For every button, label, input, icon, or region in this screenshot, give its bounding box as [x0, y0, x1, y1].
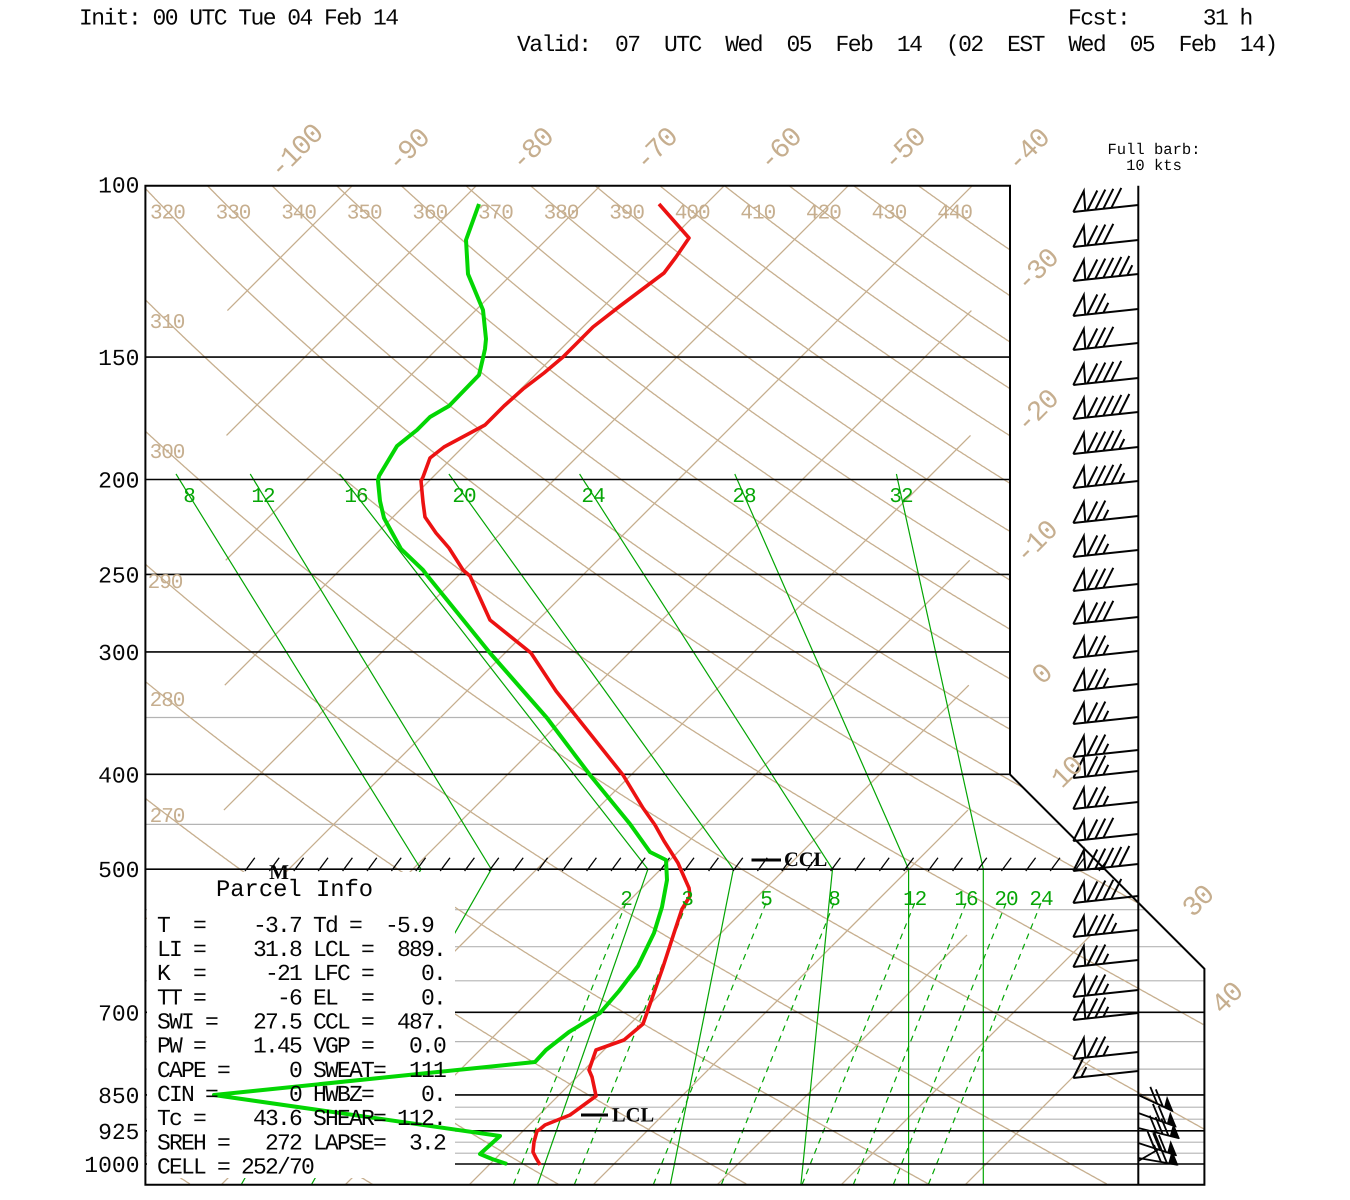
svg-text:M: M: [269, 860, 289, 884]
svg-text:150: 150: [98, 346, 139, 372]
svg-text:370: 370: [478, 203, 513, 226]
svg-text:850: 850: [98, 1084, 139, 1110]
svg-text:20: 20: [452, 486, 476, 509]
svg-text:-50: -50: [878, 123, 934, 179]
svg-text:CELL = 252/70: CELL = 252/70: [157, 1154, 314, 1180]
svg-text:-30: -30: [1011, 244, 1067, 300]
svg-text:8: 8: [183, 486, 195, 509]
svg-text:350: 350: [347, 203, 382, 226]
svg-text:310: 310: [150, 312, 185, 335]
svg-text:Parcel Info: Parcel Info: [216, 877, 373, 904]
svg-text:-40: -40: [1002, 124, 1058, 180]
svg-text:400: 400: [98, 763, 139, 789]
svg-text:280: 280: [150, 690, 185, 713]
svg-text:8: 8: [828, 889, 840, 912]
svg-text:SWI = 27.5 CCL = 487.: SWI = 27.5 CCL = 487.: [157, 1010, 445, 1036]
svg-text:LI = 31.8 LCL = 889.: LI = 31.8 LCL = 889.: [157, 937, 445, 963]
svg-text:410: 410: [740, 203, 775, 226]
svg-text:Fcst: 31 h: Fcst: 31 h: [1068, 6, 1252, 32]
svg-text:300: 300: [98, 641, 139, 667]
svg-text:420: 420: [806, 203, 841, 226]
svg-text:-10: -10: [1010, 516, 1066, 572]
svg-text:40: 40: [1206, 977, 1250, 1021]
svg-text:24: 24: [1029, 889, 1053, 912]
svg-text:340: 340: [281, 203, 316, 226]
svg-text:20: 20: [994, 889, 1018, 912]
svg-text:500: 500: [98, 858, 139, 884]
svg-text:700: 700: [98, 1001, 139, 1027]
svg-text:440: 440: [937, 203, 972, 226]
svg-text:3: 3: [681, 889, 693, 912]
svg-text:PW = 1.45 VGP = 0.0: PW = 1.45 VGP = 0.0: [157, 1034, 446, 1060]
svg-text:320: 320: [150, 203, 185, 226]
svg-text:-60: -60: [754, 123, 810, 179]
svg-text:5: 5: [760, 889, 772, 912]
svg-text:200: 200: [98, 469, 139, 495]
svg-text:16: 16: [954, 889, 978, 912]
svg-text:10 kts: 10 kts: [1126, 157, 1182, 175]
svg-text:30: 30: [1177, 880, 1221, 924]
svg-text:430: 430: [872, 203, 907, 226]
svg-text:290: 290: [148, 572, 183, 595]
svg-text:SREH = 272 LAPSE= 3.2: SREH = 272 LAPSE= 3.2: [157, 1130, 446, 1156]
svg-text:16: 16: [344, 486, 368, 509]
svg-text:360: 360: [412, 203, 447, 226]
svg-text:0: 0: [1027, 659, 1060, 692]
svg-text:CAPE = 0 SWEAT= 111: CAPE = 0 SWEAT= 111: [157, 1058, 446, 1084]
svg-text:Init: 00 UTC Tue 04 Feb 14: Init: 00 UTC Tue 04 Feb 14: [79, 6, 398, 32]
svg-text:1000: 1000: [84, 1153, 139, 1179]
svg-text:Full barb:: Full barb:: [1107, 141, 1200, 159]
svg-text:270: 270: [150, 806, 185, 829]
svg-text:390: 390: [609, 203, 644, 226]
svg-text:100: 100: [98, 174, 139, 200]
svg-text:330: 330: [216, 203, 251, 226]
svg-text:CIN = 0 HWBZ= 0.: CIN = 0 HWBZ= 0.: [157, 1082, 445, 1108]
svg-text:-20: -20: [1011, 385, 1067, 441]
svg-text:12: 12: [251, 486, 275, 509]
svg-text:12: 12: [903, 889, 927, 912]
svg-text:-100: -100: [264, 119, 331, 186]
svg-text:TT = -6 EL = 0.: TT = -6 EL = 0.: [157, 985, 445, 1011]
svg-text:400: 400: [675, 203, 710, 226]
svg-text:LCL: LCL: [612, 1105, 654, 1127]
svg-text:925: 925: [98, 1120, 139, 1146]
svg-text:T = -3.7 Td = -5.9: T = -3.7 Td = -5.9: [157, 913, 434, 939]
svg-text:CCL: CCL: [784, 849, 827, 871]
svg-text:250: 250: [98, 563, 139, 589]
svg-text:380: 380: [544, 203, 579, 226]
svg-text:-70: -70: [630, 123, 686, 179]
svg-text:-90: -90: [382, 124, 438, 180]
svg-text:-80: -80: [506, 123, 562, 179]
svg-text:300: 300: [150, 442, 185, 465]
svg-text:Valid: 07 UTC Wed 05 Feb: Valid: 07 UTC Wed 05 Feb 14 (02 EST Wed …: [517, 32, 1277, 58]
svg-text:Tc = 43.6 SHEAR= 112.: Tc = 43.6 SHEAR= 112.: [157, 1106, 445, 1132]
svg-text:24: 24: [581, 486, 605, 509]
svg-text:32: 32: [889, 486, 913, 509]
svg-text:2: 2: [620, 889, 632, 912]
svg-text:28: 28: [732, 486, 756, 509]
svg-text:K = -21 LFC = 0.: K = -21 LFC = 0.: [157, 961, 445, 987]
